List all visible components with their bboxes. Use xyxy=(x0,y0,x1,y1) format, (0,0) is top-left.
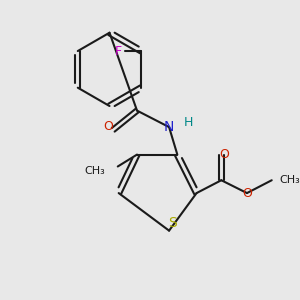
Text: S: S xyxy=(168,216,177,230)
Text: F: F xyxy=(115,44,122,58)
Text: CH₃: CH₃ xyxy=(279,175,300,185)
Text: CH₃: CH₃ xyxy=(84,166,105,176)
Text: N: N xyxy=(164,120,174,134)
Text: O: O xyxy=(104,120,113,133)
Text: H: H xyxy=(184,116,193,129)
Text: O: O xyxy=(219,148,229,161)
Text: O: O xyxy=(242,187,252,200)
